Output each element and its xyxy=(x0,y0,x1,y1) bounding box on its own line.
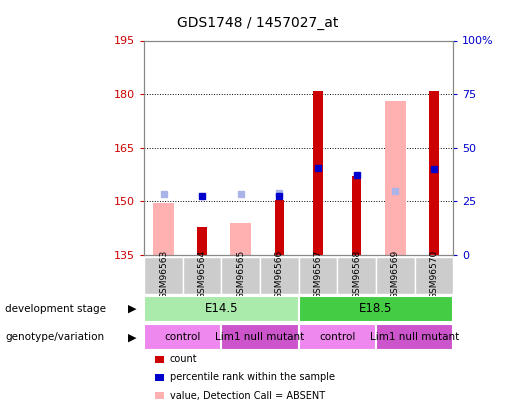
Text: E18.5: E18.5 xyxy=(359,302,392,315)
Text: GSM96563: GSM96563 xyxy=(159,250,168,299)
Bar xyxy=(385,101,406,255)
Bar xyxy=(376,257,415,294)
Text: GSM96569: GSM96569 xyxy=(391,250,400,299)
Text: Lim1 null mutant: Lim1 null mutant xyxy=(215,332,305,342)
Text: Lim1 null mutant: Lim1 null mutant xyxy=(370,332,459,342)
Bar xyxy=(274,200,284,255)
Text: GSM96565: GSM96565 xyxy=(236,250,245,299)
Bar xyxy=(144,296,299,322)
Bar xyxy=(415,257,453,294)
Text: GSM96567: GSM96567 xyxy=(314,250,322,299)
Text: GSM96564: GSM96564 xyxy=(198,250,207,299)
Bar xyxy=(352,177,362,255)
Bar xyxy=(153,203,174,255)
Bar xyxy=(376,324,453,350)
Text: control: control xyxy=(165,332,201,342)
Bar xyxy=(183,257,221,294)
Text: GSM96568: GSM96568 xyxy=(352,250,361,299)
Bar xyxy=(429,91,439,255)
Bar xyxy=(221,257,260,294)
Text: ▶: ▶ xyxy=(128,304,136,314)
Bar xyxy=(299,257,337,294)
Text: count: count xyxy=(170,354,198,364)
Text: GSM96566: GSM96566 xyxy=(275,250,284,299)
Text: control: control xyxy=(319,332,355,342)
Text: ▶: ▶ xyxy=(128,332,136,342)
Bar xyxy=(230,223,251,255)
Bar xyxy=(197,226,207,255)
Bar xyxy=(337,257,376,294)
Text: E14.5: E14.5 xyxy=(204,302,238,315)
Bar xyxy=(313,91,323,255)
Bar xyxy=(260,257,299,294)
Text: genotype/variation: genotype/variation xyxy=(5,332,104,342)
Text: GSM96570: GSM96570 xyxy=(430,250,438,299)
Bar xyxy=(299,324,376,350)
Bar xyxy=(221,324,299,350)
Bar xyxy=(144,324,221,350)
Text: GDS1748 / 1457027_at: GDS1748 / 1457027_at xyxy=(177,16,338,30)
Bar xyxy=(299,296,453,322)
Text: percentile rank within the sample: percentile rank within the sample xyxy=(170,373,335,382)
Text: value, Detection Call = ABSENT: value, Detection Call = ABSENT xyxy=(170,391,325,401)
Bar xyxy=(144,257,183,294)
Text: development stage: development stage xyxy=(5,304,106,314)
